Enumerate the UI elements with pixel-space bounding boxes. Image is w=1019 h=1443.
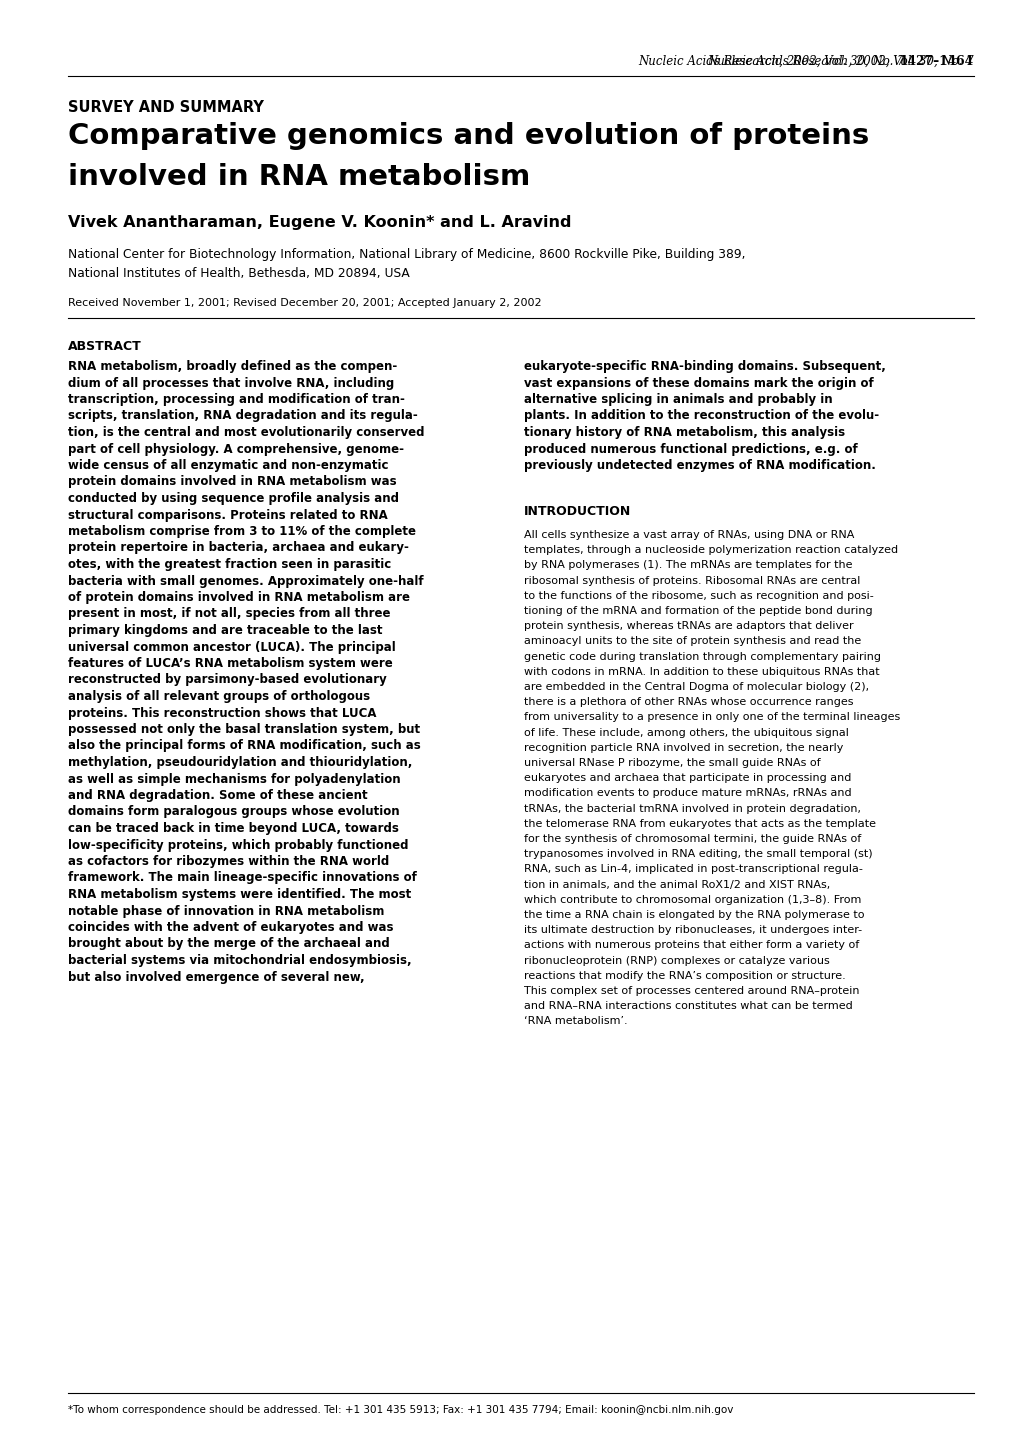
Text: otes, with the greatest fraction seen in parasitic: otes, with the greatest fraction seen in… [68, 558, 391, 571]
Text: as cofactors for ribozymes within the RNA world: as cofactors for ribozymes within the RN… [68, 856, 389, 869]
Text: INTRODUCTION: INTRODUCTION [524, 505, 631, 518]
Text: involved in RNA metabolism: involved in RNA metabolism [68, 163, 530, 190]
Text: methylation, pseudouridylation and thiouridylation,: methylation, pseudouridylation and thiou… [68, 756, 412, 769]
Text: tRNAs, the bacterial tmRNA involved in protein degradation,: tRNAs, the bacterial tmRNA involved in p… [524, 804, 860, 814]
Text: present in most, if not all, species from all three: present in most, if not all, species fro… [68, 608, 390, 620]
Text: there is a plethora of other RNAs whose occurrence ranges: there is a plethora of other RNAs whose … [524, 697, 853, 707]
Text: Comparative genomics and evolution of proteins: Comparative genomics and evolution of pr… [68, 123, 868, 150]
Text: protein synthesis, whereas tRNAs are adaptors that deliver: protein synthesis, whereas tRNAs are ada… [524, 620, 853, 631]
Text: can be traced back in time beyond LUCA, towards: can be traced back in time beyond LUCA, … [68, 823, 398, 835]
Text: universal common ancestor (LUCA). The principal: universal common ancestor (LUCA). The pr… [68, 641, 395, 654]
Text: notable phase of innovation in RNA metabolism: notable phase of innovation in RNA metab… [68, 905, 384, 918]
Text: trypanosomes involved in RNA editing, the small temporal (st): trypanosomes involved in RNA editing, th… [524, 848, 872, 859]
Text: bacteria with small genomes. Approximately one-half: bacteria with small genomes. Approximate… [68, 574, 423, 587]
Text: proteins. This reconstruction shows that LUCA: proteins. This reconstruction shows that… [68, 707, 376, 720]
Text: transcription, processing and modification of tran-: transcription, processing and modificati… [68, 392, 405, 405]
Text: 1427–1464: 1427–1464 [899, 55, 973, 68]
Text: the time a RNA chain is elongated by the RNA polymerase to: the time a RNA chain is elongated by the… [524, 911, 864, 921]
Text: by RNA polymerases (1). The mRNAs are templates for the: by RNA polymerases (1). The mRNAs are te… [524, 560, 852, 570]
Text: universal RNase P ribozyme, the small guide RNAs of: universal RNase P ribozyme, the small gu… [524, 758, 820, 768]
Text: Nucleic Acids Research, 2002, Vol. 30, No. 7  1427–1464: Nucleic Acids Research, 2002, Vol. 30, N… [634, 55, 973, 68]
Text: Nucleic Acids Research, 2002, Vol. 30, No. 7: Nucleic Acids Research, 2002, Vol. 30, N… [637, 55, 911, 68]
Text: tioning of the mRNA and formation of the peptide bond during: tioning of the mRNA and formation of the… [524, 606, 872, 616]
Text: reconstructed by parsimony-based evolutionary: reconstructed by parsimony-based evoluti… [68, 674, 386, 687]
Text: *To whom correspondence should be addressed. Tel: +1 301 435 5913; Fax: +1 301 4: *To whom correspondence should be addres… [68, 1405, 733, 1416]
Text: National Center for Biotechnology Information, National Library of Medicine, 860: National Center for Biotechnology Inform… [68, 248, 745, 261]
Text: SURVEY AND SUMMARY: SURVEY AND SUMMARY [68, 100, 264, 115]
Text: modification events to produce mature mRNAs, rRNAs and: modification events to produce mature mR… [524, 788, 851, 798]
Text: actions with numerous proteins that either form a variety of: actions with numerous proteins that eith… [524, 941, 858, 951]
Text: RNA metabolism systems were identified. The most: RNA metabolism systems were identified. … [68, 887, 411, 900]
Text: reactions that modify the RNA’s composition or structure.: reactions that modify the RNA’s composit… [524, 971, 845, 981]
Text: RNA metabolism, broadly defined as the compen-: RNA metabolism, broadly defined as the c… [68, 359, 396, 372]
Text: wide census of all enzymatic and non-enzymatic: wide census of all enzymatic and non-enz… [68, 459, 388, 472]
Text: Vivek Anantharaman, Eugene V. Koonin* and L. Aravind: Vivek Anantharaman, Eugene V. Koonin* an… [68, 215, 571, 229]
Text: conducted by using sequence profile analysis and: conducted by using sequence profile anal… [68, 492, 398, 505]
Text: with codons in mRNA. In addition to these ubiquitous RNAs that: with codons in mRNA. In addition to thes… [524, 667, 878, 677]
Text: templates, through a nucleoside polymerization reaction catalyzed: templates, through a nucleoside polymeri… [524, 545, 898, 556]
Text: ribonucleoprotein (RNP) complexes or catalyze various: ribonucleoprotein (RNP) complexes or cat… [524, 955, 828, 965]
Text: vast expansions of these domains mark the origin of: vast expansions of these domains mark th… [524, 377, 873, 390]
Text: alternative splicing in animals and probably in: alternative splicing in animals and prob… [524, 392, 832, 405]
Text: recognition particle RNA involved in secretion, the nearly: recognition particle RNA involved in sec… [524, 743, 843, 753]
Text: tion in animals, and the animal RoX1/2 and XIST RNAs,: tion in animals, and the animal RoX1/2 a… [524, 880, 829, 889]
Text: of life. These include, among others, the ubiquitous signal: of life. These include, among others, th… [524, 727, 848, 737]
Text: features of LUCA’s RNA metabolism system were: features of LUCA’s RNA metabolism system… [68, 657, 392, 670]
Text: aminoacyl units to the site of protein synthesis and read the: aminoacyl units to the site of protein s… [524, 636, 860, 646]
Text: eukaryotes and archaea that participate in processing and: eukaryotes and archaea that participate … [524, 773, 851, 784]
Text: part of cell physiology. A comprehensive, genome-: part of cell physiology. A comprehensive… [68, 443, 404, 456]
Text: primary kingdoms and are traceable to the last: primary kingdoms and are traceable to th… [68, 623, 382, 636]
Text: tionary history of RNA metabolism, this analysis: tionary history of RNA metabolism, this … [524, 426, 845, 439]
Text: structural comparisons. Proteins related to RNA: structural comparisons. Proteins related… [68, 508, 387, 521]
Text: previously undetected enzymes of RNA modification.: previously undetected enzymes of RNA mod… [524, 459, 875, 472]
Text: the telomerase RNA from eukaryotes that acts as the template: the telomerase RNA from eukaryotes that … [524, 818, 875, 828]
Text: and RNA degradation. Some of these ancient: and RNA degradation. Some of these ancie… [68, 789, 367, 802]
Text: RNA, such as Lin-4, implicated in post-transcriptional regula-: RNA, such as Lin-4, implicated in post-t… [524, 864, 862, 874]
Text: This complex set of processes centered around RNA–protein: This complex set of processes centered a… [524, 986, 859, 996]
Text: analysis of all relevant groups of orthologous: analysis of all relevant groups of ortho… [68, 690, 370, 703]
Text: protein domains involved in RNA metabolism was: protein domains involved in RNA metaboli… [68, 476, 396, 489]
Text: dium of all processes that involve RNA, including: dium of all processes that involve RNA, … [68, 377, 394, 390]
Text: tion, is the central and most evolutionarily conserved: tion, is the central and most evolutiona… [68, 426, 424, 439]
Text: ABSTRACT: ABSTRACT [68, 341, 142, 354]
Text: Received November 1, 2001; Revised December 20, 2001; Accepted January 2, 2002: Received November 1, 2001; Revised Decem… [68, 299, 541, 307]
Text: genetic code during translation through complementary pairing: genetic code during translation through … [524, 652, 880, 661]
Text: bacterial systems via mitochondrial endosymbiosis,: bacterial systems via mitochondrial endo… [68, 954, 412, 967]
Text: from universality to a presence in only one of the terminal lineages: from universality to a presence in only … [524, 713, 900, 723]
Text: as well as simple mechanisms for polyadenylation: as well as simple mechanisms for polyade… [68, 772, 400, 785]
Text: ribosomal synthesis of proteins. Ribosomal RNAs are central: ribosomal synthesis of proteins. Ribosom… [524, 576, 860, 586]
Text: scripts, translation, RNA degradation and its regula-: scripts, translation, RNA degradation an… [68, 410, 418, 423]
Text: protein repertoire in bacteria, archaea and eukary-: protein repertoire in bacteria, archaea … [68, 541, 409, 554]
Text: National Institutes of Health, Bethesda, MD 20894, USA: National Institutes of Health, Bethesda,… [68, 267, 410, 280]
Text: of protein domains involved in RNA metabolism are: of protein domains involved in RNA metab… [68, 592, 410, 605]
Text: which contribute to chromosomal organization (1,3–8). From: which contribute to chromosomal organiza… [524, 895, 860, 905]
Text: domains form paralogous groups whose evolution: domains form paralogous groups whose evo… [68, 805, 399, 818]
Text: possessed not only the basal translation system, but: possessed not only the basal translation… [68, 723, 420, 736]
Text: to the functions of the ribosome, such as recognition and posi-: to the functions of the ribosome, such a… [524, 590, 873, 600]
Text: are embedded in the Central Dogma of molecular biology (2),: are embedded in the Central Dogma of mol… [524, 683, 868, 693]
Text: eukaryote-specific RNA-binding domains. Subsequent,: eukaryote-specific RNA-binding domains. … [524, 359, 886, 372]
Text: Nucleic Acids Research, 2002, Vol. 30, No. 7: Nucleic Acids Research, 2002, Vol. 30, N… [707, 55, 973, 68]
Text: low-specificity proteins, which probably functioned: low-specificity proteins, which probably… [68, 838, 408, 851]
Text: All cells synthesize a vast array of RNAs, using DNA or RNA: All cells synthesize a vast array of RNA… [524, 530, 854, 540]
Text: also the principal forms of RNA modification, such as: also the principal forms of RNA modifica… [68, 739, 421, 752]
Text: its ultimate destruction by ribonucleases, it undergoes inter-: its ultimate destruction by ribonuclease… [524, 925, 861, 935]
Text: and RNA–RNA interactions constitutes what can be termed: and RNA–RNA interactions constitutes wha… [524, 1001, 852, 1012]
Text: for the synthesis of chromosomal termini, the guide RNAs of: for the synthesis of chromosomal termini… [524, 834, 860, 844]
Text: framework. The main lineage-specific innovations of: framework. The main lineage-specific inn… [68, 872, 417, 885]
Text: metabolism comprise from 3 to 11% of the complete: metabolism comprise from 3 to 11% of the… [68, 525, 416, 538]
Text: but also involved emergence of several new,: but also involved emergence of several n… [68, 971, 364, 984]
Text: plants. In addition to the reconstruction of the evolu-: plants. In addition to the reconstructio… [524, 410, 878, 423]
Text: brought about by the merge of the archaeal and: brought about by the merge of the archae… [68, 938, 389, 951]
Text: produced numerous functional predictions, e.g. of: produced numerous functional predictions… [524, 443, 857, 456]
Text: coincides with the advent of eukaryotes and was: coincides with the advent of eukaryotes … [68, 921, 393, 934]
Text: ‘RNA metabolism’.: ‘RNA metabolism’. [524, 1016, 627, 1026]
